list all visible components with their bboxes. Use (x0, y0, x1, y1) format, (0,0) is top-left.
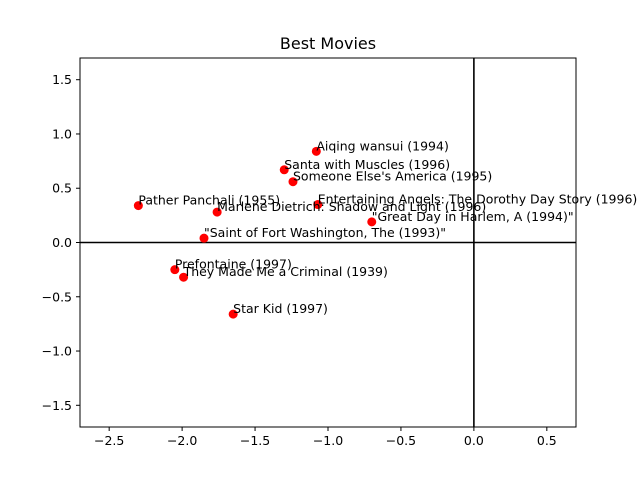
x-tick-label: −2.5 (94, 433, 124, 448)
data-point-label: Aiqing wansui (1994) (316, 138, 449, 153)
data-point (199, 233, 209, 243)
data-point (212, 207, 222, 217)
data-point (133, 201, 143, 211)
y-tick-label: −1.0 (42, 344, 72, 359)
x-tick-label: −1.0 (313, 433, 343, 448)
data-point-label: They Made Me a Criminal (1939) (183, 264, 388, 279)
x-tick-label: 0.5 (537, 433, 557, 448)
data-point (367, 217, 377, 227)
data-point (228, 309, 238, 319)
x-tick-label: −0.5 (386, 433, 416, 448)
data-point-label: Santa with Muscles (1996) (284, 157, 450, 172)
data-point-label: Marlene Dietrich: Shadow and Light (1996… (217, 199, 486, 214)
data-point-label: Star Kid (1997) (233, 301, 328, 316)
data-point-label: Pather Panchali (1955) (138, 193, 280, 208)
x-tick-label: −1.5 (240, 433, 270, 448)
data-point (279, 165, 289, 175)
data-point (311, 146, 321, 156)
data-point (313, 200, 323, 210)
y-axis-ticks: −1.5 −1.0 −0.5 0.0 0.5 1.0 1.5 (42, 72, 80, 413)
data-point-label: Prefontaine (1997) (175, 257, 292, 272)
data-point-label: Someone Else's America (1995) (293, 169, 492, 184)
data-point (170, 265, 180, 275)
plot-frame (79, 57, 577, 428)
data-point-label: Entertaining Angels: The Dorothy Day Sto… (318, 192, 637, 207)
chart-title: Best Movies (280, 34, 376, 53)
data-point-label: "Saint of Fort Washington, The (1993)" (204, 225, 446, 240)
data-point (288, 177, 298, 187)
zero-lines (80, 58, 576, 427)
x-axis-ticks: −2.5 −2.0 −1.5 −1.0 −0.5 0.0 0.5 (94, 427, 557, 448)
x-tick-label: 0.0 (464, 433, 484, 448)
y-tick-label: 1.5 (52, 72, 72, 87)
y-tick-label: 1.0 (52, 126, 72, 141)
y-tick-label: −0.5 (42, 289, 72, 304)
data-point (179, 272, 189, 282)
data-point-label: "Great Day in Harlem, A (1994)" (372, 209, 574, 224)
data-points (133, 146, 377, 319)
x-tick-label: −2.0 (167, 433, 197, 448)
y-tick-label: −1.5 (42, 398, 72, 413)
y-tick-label: 0.5 (52, 181, 72, 196)
data-point-labels: Aiqing wansui (1994) Santa with Muscles (… (138, 138, 637, 316)
y-tick-label: 0.0 (52, 235, 72, 250)
